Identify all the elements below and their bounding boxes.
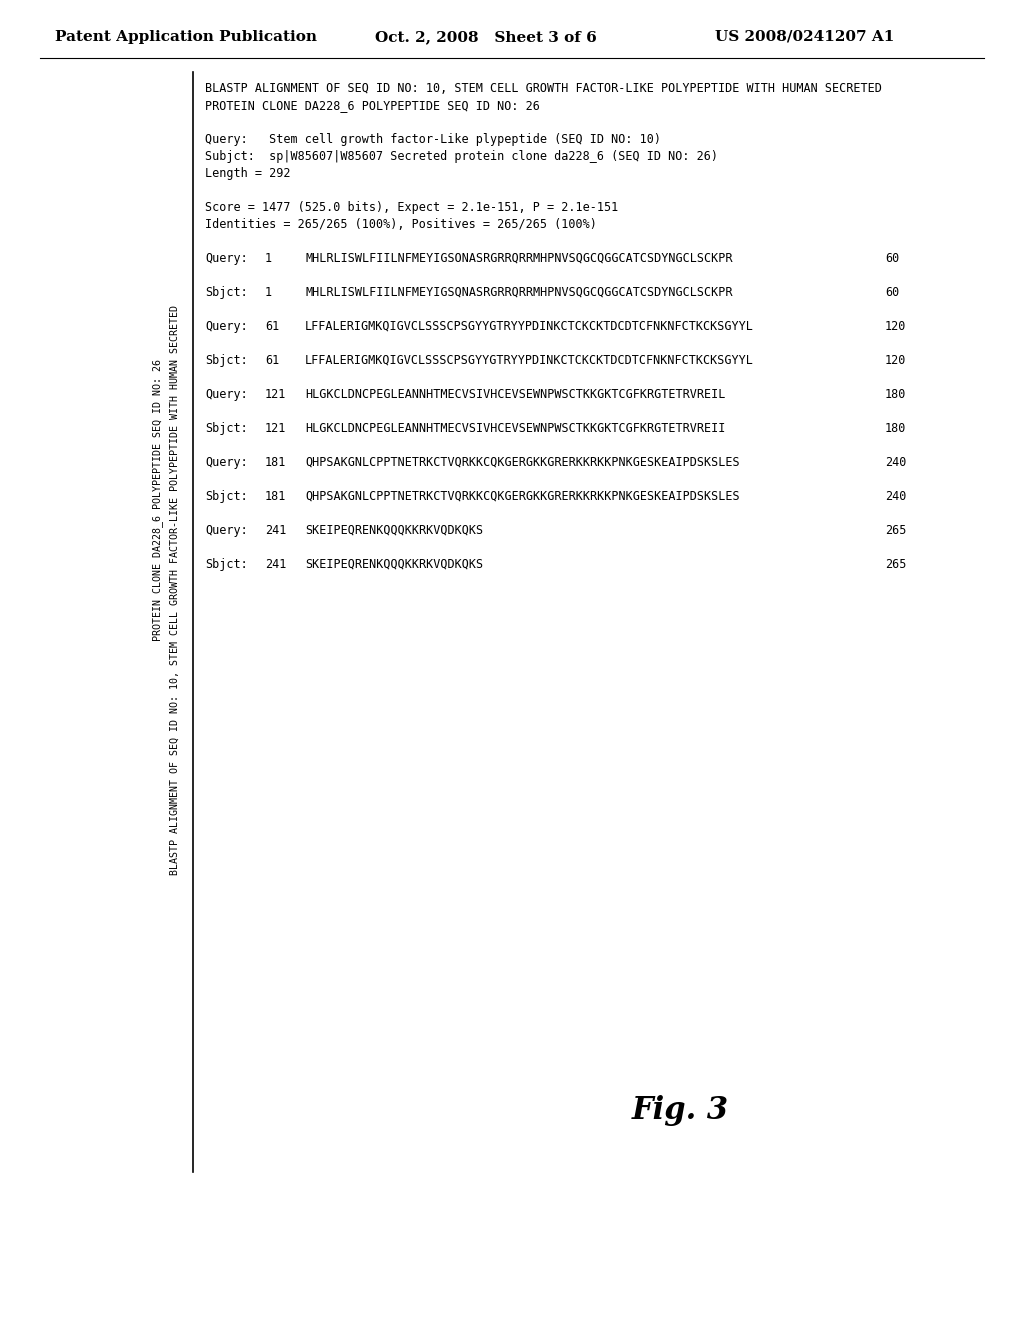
Text: HLGKCLDNCPEGLEANNHTMECVSIVHCEVSEWNPWSCTKKGKTCGFKRGTETRVREII: HLGKCLDNCPEGLEANNHTMECVSIVHCEVSEWNPWSCTK… (305, 422, 725, 436)
Text: Query:   Stem cell growth factor-Like plypeptide (SEQ ID NO: 10): Query: Stem cell growth factor-Like plyp… (205, 133, 662, 147)
Text: 181: 181 (265, 455, 287, 469)
Text: SKEIPEQRENKQQQKKRKVQDKQKS: SKEIPEQRENKQQQKKRKVQDKQKS (305, 558, 483, 572)
Text: Length = 292: Length = 292 (205, 168, 291, 180)
Text: PROTEIN CLONE DA228_6 POLYPEPTIDE SEQ ID NO: 26: PROTEIN CLONE DA228_6 POLYPEPTIDE SEQ ID… (153, 359, 164, 642)
Text: 241: 241 (265, 558, 287, 572)
Text: Fig. 3: Fig. 3 (632, 1094, 728, 1126)
Text: Sbjct:: Sbjct: (205, 286, 248, 300)
Text: Score = 1477 (525.0 bits), Expect = 2.1e-151, P = 2.1e-151: Score = 1477 (525.0 bits), Expect = 2.1e… (205, 201, 618, 214)
Text: QHPSAKGNLCPPTNETRKCTVQRKKCQKGERGKKGRERKKRKKPNKGESKEAIPDSKSLES: QHPSAKGNLCPPTNETRKCTVQRKKCQKGERGKKGRERKK… (305, 473, 739, 486)
Text: US 2008/0241207 A1: US 2008/0241207 A1 (715, 30, 894, 44)
Text: SKEIPEQRENKQQQKKRKVQDKQKS: SKEIPEQRENKQQQKKRKVQDKQKS (305, 524, 483, 537)
Text: HLGKCLDNCPEGLEANNHTMECVSIVHCEVSEWNPWSCTKKGKTCGFKRGTETRVREIL: HLGKCLDNCPEGLEANNHTMECVSIVHCEVSEWNPWSCTK… (305, 405, 725, 418)
Text: 61: 61 (265, 319, 280, 333)
Text: 61: 61 (265, 354, 280, 367)
Text: 265: 265 (885, 524, 906, 537)
Text: 180: 180 (885, 422, 906, 436)
Text: QHPSAKGNLCPPTNETRKCTVQRKKCQKGERGKKGRERKKRKKPNKGESKEAIPDSKSLES: QHPSAKGNLCPPTNETRKCTVQRKKCQKGERGKKGRERKK… (305, 490, 739, 503)
Text: Query:: Query: (205, 524, 248, 537)
Text: 265: 265 (885, 558, 906, 572)
Text: Sbjct:: Sbjct: (205, 490, 248, 503)
Text: LFFALERIGMKQIGVCLSSSCPSGYYGTRYYPDINKCTCKCKTDCDTCFNKNFCTKCKSGYYL: LFFALERIGMKQIGVCLSSSCPSGYYGTRYYPDINKCTCK… (305, 337, 754, 350)
Text: QHPSAKGNLCPPTNETRKCTVQRKKCQKGERGKKGRERKKRKKPNKGESKEAIPDSKSLES: QHPSAKGNLCPPTNETRKCTVQRKKCQKGERGKKGRERKK… (305, 455, 739, 469)
Text: 120: 120 (885, 319, 906, 333)
Text: 60: 60 (885, 286, 899, 300)
Text: 1: 1 (265, 286, 272, 300)
Text: 1: 1 (265, 252, 272, 265)
Text: BLASTP ALIGNMENT OF SEQ ID NO: 10, STEM CELL GROWTH FACTOR-LIKE POLYPEPTIDE WITH: BLASTP ALIGNMENT OF SEQ ID NO: 10, STEM … (170, 305, 180, 875)
Text: Sbjct:: Sbjct: (205, 558, 248, 572)
Text: LFFALERIGMKQIGVCLSSSCPSGYYGTRYYPDINKCTCKCKTDCDTCFNKNFCTKCKSGYYL: LFFALERIGMKQIGVCLSSSCPSGYYGTRYYPDINKCTCK… (305, 354, 754, 367)
Text: Query:: Query: (205, 252, 248, 265)
Text: Query:: Query: (205, 319, 248, 333)
Text: Identities = 265/265 (100%), Positives = 265/265 (100%): Identities = 265/265 (100%), Positives =… (205, 218, 597, 231)
Text: PROTEIN CLONE DA228_6 POLYPEPTIDE SEQ ID NO: 26: PROTEIN CLONE DA228_6 POLYPEPTIDE SEQ ID… (205, 99, 540, 112)
Text: 180: 180 (885, 388, 906, 401)
Text: Query:: Query: (205, 388, 248, 401)
Text: MHLRLISWLFIILNFMEYIGSONASRGRRQRRMHPNVSQGCQGGCATCSDYNGCLSCKPR: MHLRLISWLFIILNFMEYIGSONASRGRRQRRMHPNVSQG… (305, 252, 732, 265)
Text: 121: 121 (265, 422, 287, 436)
Text: Sbjct:: Sbjct: (205, 422, 248, 436)
Text: 60: 60 (885, 252, 899, 265)
Text: MHLRLISWLFIILNFMEYIGSQNASRGRRQRRMHPNVSQGCQGGCATCSDYNGCLSCKPR: MHLRLISWLFIILNFMEYIGSQNASRGRRQRRMHPNVSQG… (305, 269, 732, 282)
Text: 240: 240 (885, 490, 906, 503)
Text: MHLRLISWLFIILNFMEYIGSQNASRGRRQRRMHPNVSQGCQGGCATCSDYNGCLSCKPR: MHLRLISWLFIILNFMEYIGSQNASRGRRQRRMHPNVSQG… (305, 286, 732, 300)
Text: Oct. 2, 2008   Sheet 3 of 6: Oct. 2, 2008 Sheet 3 of 6 (375, 30, 597, 44)
Text: Patent Application Publication: Patent Application Publication (55, 30, 317, 44)
Text: 120: 120 (885, 354, 906, 367)
Text: BLASTP ALIGNMENT OF SEQ ID NO: 10, STEM CELL GROWTH FACTOR-LIKE POLYPEPTIDE WITH: BLASTP ALIGNMENT OF SEQ ID NO: 10, STEM … (205, 82, 882, 95)
Text: HLGKCLDNCPEGLEANNHTMECVSIVHCEVSEWNPWSCTKKGKTCGFKRGTETRVREIL: HLGKCLDNCPEGLEANNHTMECVSIVHCEVSEWNPWSCTK… (305, 388, 725, 401)
Text: 240: 240 (885, 455, 906, 469)
Text: 121: 121 (265, 388, 287, 401)
Text: SKEIPEQRENKQQQKKRKVQDKQKS: SKEIPEQRENKQQQKKRKVQDKQKS (305, 541, 483, 554)
Text: Query:: Query: (205, 455, 248, 469)
Text: Subjct:  sp|W85607|W85607 Secreted protein clone da228_6 (SEQ ID NO: 26): Subjct: sp|W85607|W85607 Secreted protei… (205, 150, 718, 162)
Text: 241: 241 (265, 524, 287, 537)
Text: Sbjct:: Sbjct: (205, 354, 248, 367)
Text: 181: 181 (265, 490, 287, 503)
Text: LFFALERIGMKQIGVCLSSSCPSGYYGTRYYPDINKCTCKCKTDCDTCFNKNFCTKCKSGYYL: LFFALERIGMKQIGVCLSSSCPSGYYGTRYYPDINKCTCK… (305, 319, 754, 333)
